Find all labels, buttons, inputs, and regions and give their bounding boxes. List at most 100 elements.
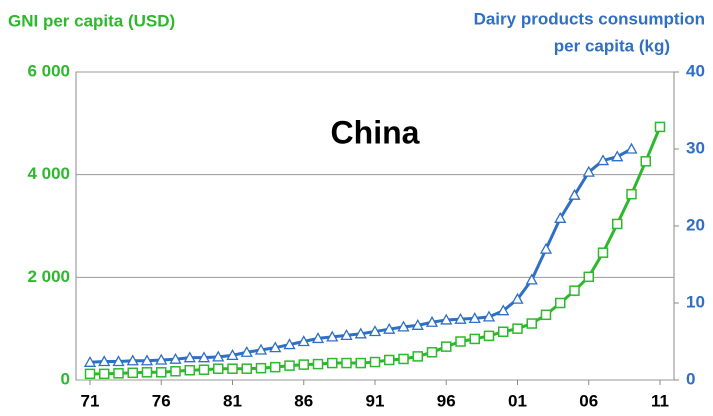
marker xyxy=(626,188,637,200)
marker xyxy=(555,297,566,309)
x-tick-label: 91 xyxy=(366,391,385,410)
marker xyxy=(512,323,523,334)
marker xyxy=(455,336,466,347)
marker xyxy=(383,322,396,334)
marker xyxy=(654,121,666,133)
x-tick-label: 81 xyxy=(223,391,242,410)
marker xyxy=(226,349,239,361)
marker xyxy=(341,357,352,369)
marker xyxy=(169,352,182,364)
y-tick-label: 2 000 xyxy=(27,267,70,286)
marker xyxy=(497,304,510,316)
marker xyxy=(611,150,624,162)
marker xyxy=(526,318,537,329)
marker xyxy=(412,351,423,362)
marker xyxy=(398,353,409,365)
marker xyxy=(126,354,139,366)
marker xyxy=(454,312,467,324)
marker xyxy=(83,355,97,367)
marker xyxy=(426,347,438,358)
marker xyxy=(298,359,309,370)
marker xyxy=(368,325,382,337)
marker xyxy=(170,366,181,377)
x-tick-label: 11 xyxy=(651,391,669,410)
marker xyxy=(582,165,595,177)
marker xyxy=(369,356,381,368)
marker xyxy=(241,363,252,374)
marker xyxy=(355,357,366,369)
y-tick-label: 0 xyxy=(61,369,70,388)
marker xyxy=(155,353,168,365)
x-tick-label: 01 xyxy=(508,391,527,410)
marker xyxy=(326,330,339,342)
marker xyxy=(283,338,296,350)
marker xyxy=(568,188,581,200)
marker xyxy=(127,367,138,379)
marker xyxy=(113,368,124,379)
x-tick-label: 86 xyxy=(294,391,313,410)
marker xyxy=(156,367,167,378)
marker xyxy=(255,362,267,374)
marker xyxy=(312,358,324,370)
marker xyxy=(469,333,480,345)
marker xyxy=(141,367,153,378)
marker xyxy=(539,242,553,254)
marker xyxy=(327,357,338,369)
marker xyxy=(184,364,195,376)
marker xyxy=(483,330,495,342)
y-tick-label: 6 000 xyxy=(27,61,70,80)
marker xyxy=(511,292,524,304)
marker xyxy=(297,335,310,347)
x-tick-label: 06 xyxy=(579,391,598,410)
y2-axis-title: per capita (kg) xyxy=(554,36,670,55)
marker xyxy=(583,271,594,283)
marker xyxy=(425,315,439,327)
series-line xyxy=(90,126,662,376)
marker xyxy=(612,218,623,230)
marker xyxy=(311,332,325,344)
y2-tick-label: 0 xyxy=(686,369,695,388)
marker xyxy=(625,142,638,154)
marker xyxy=(596,154,610,166)
marker xyxy=(441,341,452,352)
marker xyxy=(540,309,552,321)
marker xyxy=(227,363,238,374)
marker xyxy=(468,312,481,324)
marker xyxy=(597,247,609,258)
marker xyxy=(84,368,96,380)
marker xyxy=(340,329,353,340)
marker xyxy=(198,364,210,375)
marker xyxy=(183,351,196,363)
marker xyxy=(640,156,651,167)
marker xyxy=(99,368,110,380)
marker xyxy=(269,341,282,353)
marker xyxy=(440,313,453,325)
marker xyxy=(397,320,410,332)
x-tick-label: 96 xyxy=(437,391,456,410)
x-tick-label: 76 xyxy=(152,391,171,410)
marker xyxy=(569,285,580,296)
marker xyxy=(384,354,395,366)
y2-tick-label: 30 xyxy=(686,138,705,157)
marker xyxy=(284,360,295,371)
y-axis-title: GNI per capita (USD) xyxy=(8,11,175,30)
chart-title: China xyxy=(331,114,420,150)
y-tick-label: 4 000 xyxy=(27,164,70,183)
marker xyxy=(270,361,281,373)
marker xyxy=(197,351,211,363)
marker xyxy=(411,318,424,330)
x-tick-label: 71 xyxy=(81,391,100,410)
y2-tick-label: 10 xyxy=(686,292,705,311)
marker xyxy=(554,211,567,223)
marker xyxy=(213,363,224,374)
y2-tick-label: 20 xyxy=(686,215,705,234)
marker xyxy=(112,355,125,367)
marker xyxy=(354,327,367,339)
y2-tick-label: 40 xyxy=(686,61,705,80)
marker xyxy=(240,345,253,357)
y2-axis-title: Dairy products consumption xyxy=(474,9,705,28)
marker xyxy=(212,350,225,362)
marker xyxy=(140,354,154,366)
marker xyxy=(482,310,496,322)
